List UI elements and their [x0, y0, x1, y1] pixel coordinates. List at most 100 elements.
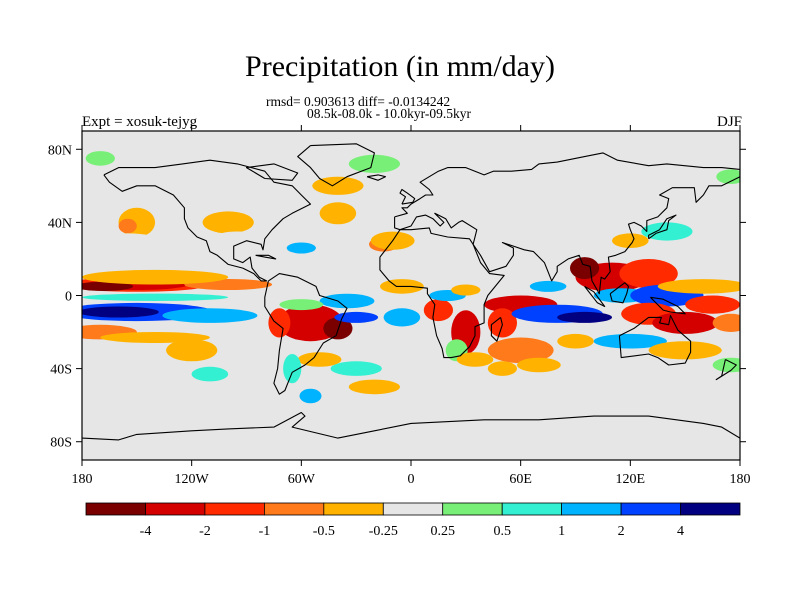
anomaly-region-56 [487, 337, 554, 364]
anomaly-region-9 [82, 293, 229, 301]
anomaly-region-68 [657, 279, 740, 294]
anomaly-region-40 [348, 379, 400, 395]
colorbar-label-3: -0.5 [313, 524, 335, 539]
anomaly-region-39 [330, 361, 382, 376]
coast-sumatra [584, 285, 606, 308]
anomaly-region-37 [297, 352, 342, 367]
precipitation-field [82, 151, 740, 404]
coast-iceland [366, 174, 386, 181]
coast-madagascar [490, 316, 503, 342]
anomaly-region-41 [299, 388, 322, 404]
anomaly-region-74 [612, 233, 649, 248]
x-tick-label-4: 60E [509, 472, 532, 487]
coast-baffin [245, 163, 299, 181]
colorbar-label-1: -2 [199, 524, 211, 539]
coast-greenland [297, 143, 375, 187]
coast-africa [379, 227, 505, 359]
colorbar-swatch-8 [561, 502, 622, 516]
y-tick-label-4: 80S [50, 436, 72, 451]
anomaly-region-32 [268, 308, 291, 338]
anomaly-region-49 [451, 284, 481, 296]
coast-antarctica [82, 411, 740, 441]
colorbar-swatch-4 [323, 502, 384, 516]
colorbar-label-8: 2 [618, 524, 625, 539]
y-tick-label-0: 80N [48, 143, 72, 158]
x-tick-label-3: 0 [408, 472, 415, 487]
colorbar-swatch-2 [204, 502, 265, 516]
anomaly-region-3 [82, 281, 134, 291]
anomaly-region-33 [319, 293, 375, 309]
anomaly-region-67 [685, 295, 740, 314]
anomaly-region-8 [162, 308, 258, 323]
anomaly-region-17 [94, 233, 161, 248]
anomaly-region-16 [118, 218, 137, 234]
anomaly-region-77 [716, 169, 740, 184]
colorbar: -4 -2 -1 -0.5 -0.25 0.25 0.5 1 2 4 [85, 502, 741, 539]
chart-title: Precipitation (in mm/day) [245, 50, 555, 83]
anomaly-region-12 [166, 339, 218, 362]
anomaly-region-28 [447, 156, 485, 172]
colorbar-swatch-9 [620, 502, 681, 516]
anomaly-region-72 [602, 361, 640, 376]
x-tick-label-0: 180 [72, 472, 93, 487]
anomaly-region-48 [334, 311, 379, 323]
anomaly-region-54 [557, 311, 612, 323]
anomaly-region-70 [593, 333, 667, 349]
anomaly-region-21 [319, 202, 357, 225]
colorbar-swatch-0 [85, 502, 146, 516]
anomaly-region-61 [619, 259, 678, 289]
x-tick-label-2: 60W [288, 472, 316, 487]
anomaly-region-29 [520, 163, 558, 179]
anomaly-region-26 [312, 176, 364, 195]
anomaly-region-57 [517, 357, 561, 373]
anomaly-region-76 [666, 196, 740, 212]
chart-subtitle-stats: rmsd= 0.903613 diff= -0.0134242 [266, 94, 451, 109]
colorbar-label-0: -4 [140, 524, 152, 539]
anomaly-region-14 [191, 366, 229, 382]
coast-cuba [255, 254, 277, 260]
anomaly-region-58 [487, 361, 517, 376]
anomaly-region-19 [215, 231, 260, 243]
x-axis: 180 120W 60W 0 60E 120E 180 [72, 125, 751, 487]
anomaly-region-69 [712, 313, 740, 332]
season-label: DJF [716, 114, 742, 130]
colorbar-swatch-10 [680, 502, 741, 516]
anomaly-region-45 [456, 352, 494, 367]
anomaly-region-25 [286, 242, 316, 254]
coast-uk [399, 188, 416, 205]
colorbar-label-5: 0.25 [430, 524, 455, 539]
anomaly-region-62 [570, 257, 600, 280]
anomaly-region-7 [82, 306, 159, 318]
y-axis: 80N 40N 0 40S 80S [48, 143, 746, 451]
experiment-label: Expt = xosuk-tejyg [82, 114, 198, 130]
coast-eurasia [394, 152, 740, 295]
colorbar-swatch-7 [501, 502, 563, 516]
anomaly-region-35 [327, 279, 386, 294]
coast-australia [618, 315, 692, 366]
anomaly-region-34 [279, 299, 324, 311]
anomaly-region-13 [85, 354, 152, 365]
anomaly-region-18 [202, 211, 254, 234]
colorbar-swatch-5 [382, 502, 444, 516]
anomaly-region-71 [648, 341, 722, 360]
coast-new-guinea [650, 296, 686, 315]
anomaly-region-47 [383, 308, 421, 327]
anomaly-region-5 [82, 269, 229, 285]
coast-south-america [264, 273, 348, 395]
coast-japan [648, 214, 677, 240]
colorbar-label-7: 1 [558, 524, 565, 539]
anomaly-region-42 [423, 299, 453, 322]
anomaly-region-55 [529, 280, 567, 292]
anomaly-region-27 [348, 154, 400, 173]
anomaly-region-66 [652, 311, 719, 334]
y-tick-label-2: 0 [65, 290, 72, 305]
colorbar-label-6: 0.5 [493, 524, 511, 539]
anomaly-region-75 [641, 222, 693, 241]
coast-new-zealand [715, 359, 737, 381]
anomaly-region-59 [557, 333, 594, 349]
anomaly-region-38 [283, 354, 302, 384]
coast-borneo [609, 282, 630, 304]
coastlines [82, 143, 740, 441]
coast-north-america [103, 159, 312, 282]
